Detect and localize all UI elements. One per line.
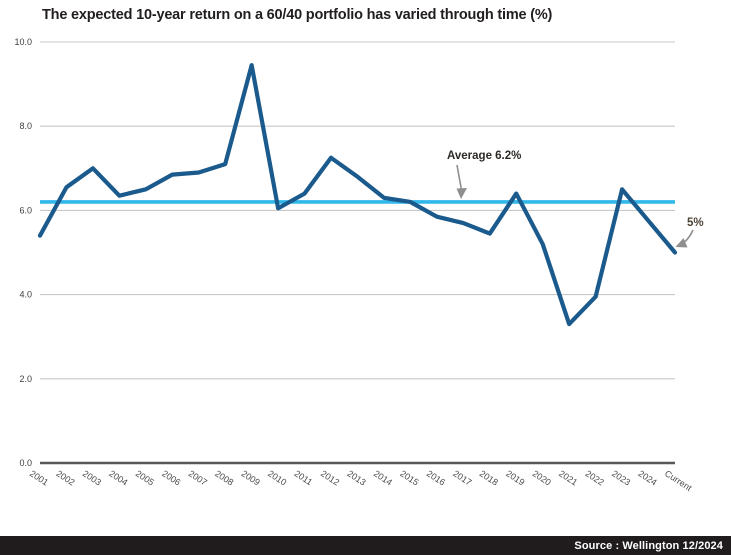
average-annotation-label: Average 6.2%: [447, 150, 521, 162]
y-axis-label: 6.0: [19, 205, 32, 215]
x-axis-label: 2012: [319, 468, 341, 487]
x-axis-label: Current: [663, 468, 694, 493]
y-axis-label: 10.0: [14, 37, 32, 47]
x-axis-label: 2002: [54, 468, 76, 487]
x-axis-label: 2013: [345, 468, 367, 487]
x-axis-label: 2001: [28, 468, 50, 487]
x-axis-label: 2023: [610, 468, 632, 487]
x-axis-label: 2007: [187, 468, 209, 487]
source-bar: Source : Wellington 12/2024: [0, 536, 731, 555]
y-axis-label: 8.0: [19, 121, 32, 131]
x-axis-label: 2018: [478, 468, 500, 487]
x-axis-label: 2016: [425, 468, 447, 487]
x-axis-label: 2009: [240, 468, 262, 487]
x-axis-label: 2006: [160, 468, 182, 487]
x-axis-label: 2019: [504, 468, 526, 487]
x-axis-label: 2010: [266, 468, 288, 487]
x-axis-label: 2005: [134, 468, 156, 487]
y-axis-label: 2.0: [19, 374, 32, 384]
x-axis-label: 2024: [636, 468, 658, 487]
average-annotation-arrow: [456, 164, 463, 191]
return-line: [37, 63, 678, 327]
x-axis-label: 2015: [398, 468, 420, 487]
source-text: Source : Wellington 12/2024: [574, 539, 723, 552]
chart-title: The expected 10-year return on a 60/40 p…: [42, 7, 553, 23]
y-axis-label: 0.0: [19, 458, 32, 468]
x-axis-label: 2021: [557, 468, 579, 487]
x-axis-label: 2008: [213, 468, 235, 487]
x-axis-label: 2017: [451, 468, 473, 487]
y-axis-label: 4.0: [19, 290, 32, 300]
end-annotation-label: 5%: [687, 217, 704, 229]
x-axis-label: 2004: [107, 468, 129, 487]
average-annotation-arrowhead: [456, 188, 467, 199]
x-axis-label: 2003: [81, 468, 103, 487]
end-annotation-arrowhead: [675, 238, 688, 248]
x-axis-label: 2014: [372, 468, 394, 487]
x-axis-label: 2011: [292, 468, 314, 487]
x-axis-label: 2022: [584, 468, 606, 487]
x-axis-label: 2020: [531, 468, 553, 487]
